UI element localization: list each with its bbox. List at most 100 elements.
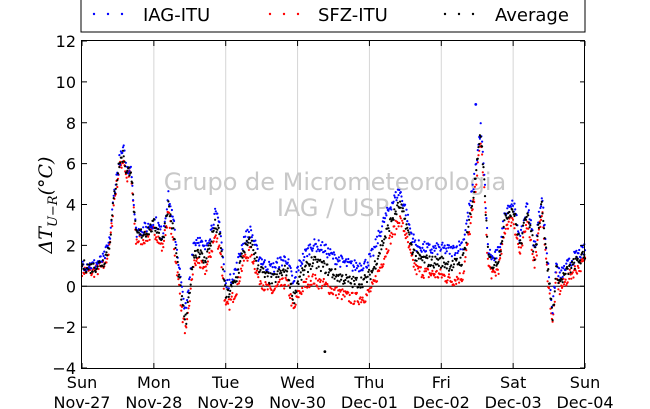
data-point-average	[201, 259, 204, 262]
data-point-sfz-itu	[157, 235, 160, 238]
data-point-sfz-itu	[481, 171, 484, 174]
data-point-iag-itu	[228, 278, 231, 281]
data-point-sfz-itu	[447, 273, 451, 276]
data-point-average	[339, 273, 342, 276]
data-point-iag-itu	[465, 222, 468, 225]
data-point-iag-itu	[443, 244, 446, 247]
data-point-average	[573, 267, 577, 270]
data-point-iag-itu	[369, 255, 372, 258]
data-point-sfz-itu	[403, 230, 406, 233]
data-point-sfz-itu	[314, 273, 317, 277]
data-point-sfz-itu	[391, 235, 394, 238]
data-point-iag-itu	[414, 243, 417, 246]
data-point-average	[506, 217, 509, 220]
data-point-iag-itu	[543, 223, 546, 226]
data-point-iag-itu	[476, 149, 479, 152]
data-point-iag-itu	[386, 206, 389, 209]
data-point-sfz-itu	[381, 265, 384, 268]
data-point-iag-itu	[514, 208, 517, 211]
data-point-iag-itu	[111, 208, 114, 211]
data-point-average	[189, 283, 192, 286]
data-point-sfz-itu	[204, 265, 207, 268]
legend-marker	[457, 12, 461, 16]
data-point-sfz-itu	[120, 166, 123, 169]
data-point-average	[332, 274, 335, 277]
data-point-average	[114, 187, 117, 190]
data-point-average	[240, 252, 243, 255]
data-point-sfz-itu	[389, 242, 392, 245]
data-point-sfz-itu	[221, 274, 224, 277]
data-point-average	[169, 213, 172, 216]
data-point-iag-itu	[375, 245, 378, 248]
data-point-average	[461, 253, 464, 257]
data-point-sfz-itu	[211, 250, 214, 253]
data-point-average	[369, 278, 372, 281]
data-point-average	[448, 267, 451, 270]
data-point-iag-itu	[212, 223, 215, 226]
data-point-iag-itu	[162, 224, 166, 228]
data-point-sfz-itu	[284, 276, 287, 279]
data-point-iag-itu	[232, 272, 235, 275]
data-point-iag-itu	[294, 276, 297, 279]
data-point-average	[167, 200, 170, 203]
data-point-average	[377, 254, 380, 258]
data-point-sfz-itu	[375, 280, 379, 283]
data-point-iag-itu	[372, 254, 375, 257]
data-point-average	[162, 236, 166, 239]
data-point-average	[406, 229, 410, 232]
data-point-iag-itu	[494, 250, 497, 253]
data-point-iag-itu	[311, 249, 314, 252]
data-point-iag-itu	[390, 208, 393, 211]
data-point-average	[280, 271, 283, 274]
data-point-average	[350, 277, 353, 280]
data-point-iag-itu	[225, 286, 228, 289]
data-point-sfz-itu	[373, 279, 376, 282]
legend-marker	[296, 12, 300, 16]
data-point-iag-itu	[384, 212, 387, 215]
data-point-average	[106, 254, 109, 257]
data-point-iag-itu	[424, 250, 428, 253]
data-point-average	[443, 266, 446, 269]
data-point-average	[489, 256, 492, 259]
data-point-sfz-itu	[411, 258, 415, 261]
data-point-iag-itu	[465, 219, 469, 222]
data-point-sfz-itu	[566, 281, 569, 284]
data-point-average	[233, 279, 236, 282]
data-point-iag-itu	[223, 270, 226, 273]
data-point-iag-itu	[464, 229, 467, 232]
data-point-average	[492, 266, 495, 269]
data-point-average	[157, 228, 160, 231]
data-point-iag-itu	[250, 229, 253, 232]
data-point-iag-itu	[471, 183, 474, 186]
data-point-iag-itu	[561, 275, 564, 278]
data-point-average	[254, 251, 257, 254]
data-point-sfz-itu	[546, 280, 549, 283]
data-point-sfz-itu	[250, 253, 253, 256]
x-tick-label-date: Dec-01	[341, 393, 398, 409]
data-point-average	[83, 268, 86, 271]
data-point-average	[579, 262, 582, 265]
data-point-sfz-itu	[391, 233, 394, 236]
data-point-average	[183, 315, 186, 318]
data-point-average	[323, 262, 326, 265]
data-point-average	[210, 240, 213, 243]
data-point-average	[208, 247, 211, 250]
data-point-average	[237, 268, 240, 271]
data-point-average	[447, 269, 451, 272]
data-point-sfz-itu	[548, 292, 551, 295]
data-point-average	[116, 179, 119, 182]
data-point-average	[286, 267, 289, 270]
data-point-average	[509, 215, 512, 218]
data-point-iag-itu	[177, 263, 180, 267]
data-point-average	[386, 224, 389, 227]
data-point-sfz-itu	[413, 262, 416, 265]
data-point-average	[280, 274, 284, 277]
data-point-iag-itu	[289, 266, 292, 270]
data-point-iag-itu	[347, 257, 350, 261]
data-point-average	[538, 222, 541, 225]
data-point-sfz-itu	[270, 288, 273, 291]
data-point-average	[148, 228, 151, 231]
data-point-sfz-itu	[535, 254, 538, 257]
data-point-iag-itu	[193, 242, 197, 245]
data-point-average	[258, 270, 261, 273]
